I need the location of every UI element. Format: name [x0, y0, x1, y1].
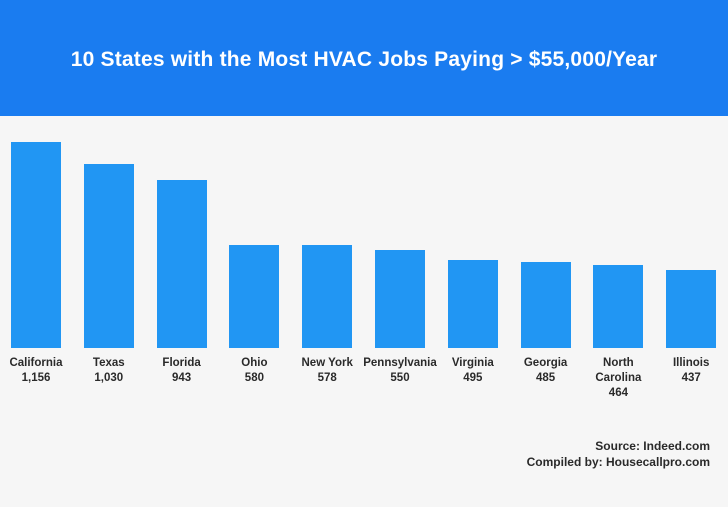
value-label: 437 [681, 372, 701, 384]
bar-illinois [666, 270, 717, 348]
value-label: 578 [317, 372, 337, 384]
bar-california [11, 142, 61, 348]
category-label: New York [301, 357, 353, 369]
category-label: Texas [92, 357, 125, 369]
value-label: 580 [244, 372, 264, 384]
value-label: 1,156 [21, 372, 51, 384]
bar-texas [83, 164, 134, 348]
bar-north-carolina [593, 265, 644, 348]
category-label: California [9, 357, 63, 369]
category-label: North Carolina [595, 357, 642, 384]
bar-ohio [229, 244, 280, 348]
value-label: 1,030 [94, 372, 124, 384]
compiled-note: Compiled by: Housecallpro.com [526, 455, 710, 469]
bar-label: New York 578 [287, 356, 367, 386]
value-label: 943 [172, 372, 192, 384]
value-label: 485 [536, 372, 556, 384]
source-note: Source: Indeed.com [595, 439, 710, 453]
bar-label: Georgia 485 [506, 356, 586, 386]
value-label: 495 [463, 372, 483, 384]
bar-georgia [520, 261, 571, 348]
bar-florida [156, 179, 207, 348]
category-label: Virginia [451, 357, 494, 369]
bar-label: Virginia 495 [433, 356, 513, 386]
bar-virginia [447, 259, 498, 348]
bar-label: North Carolina 464 [588, 356, 648, 401]
category-label: Florida [162, 357, 201, 369]
value-label: 464 [608, 387, 628, 399]
bar-chart-plot [0, 116, 728, 356]
chart-header: 10 States with the Most HVAC Jobs Paying… [0, 0, 728, 116]
bar-label: California 1,156 [0, 356, 76, 386]
bar-label: Pennsylvania 550 [360, 356, 440, 386]
category-label: Pennsylvania [363, 357, 437, 369]
bar-label: Illinois 437 [651, 356, 728, 386]
bar-label: Texas 1,030 [69, 356, 149, 386]
category-label: Georgia [523, 357, 568, 369]
bar-label: Florida 943 [142, 356, 222, 386]
category-label: Ohio [241, 357, 268, 369]
chart-footer: Source: Indeed.com Compiled by: Housecal… [527, 438, 710, 470]
chart-title: 10 States with the Most HVAC Jobs Paying… [70, 48, 658, 71]
value-label: 550 [390, 372, 410, 384]
bar-new-york [302, 245, 353, 348]
category-label: Illinois [672, 357, 710, 369]
bar-label: Ohio 580 [214, 356, 294, 386]
bar-pennsylvania [375, 249, 425, 348]
